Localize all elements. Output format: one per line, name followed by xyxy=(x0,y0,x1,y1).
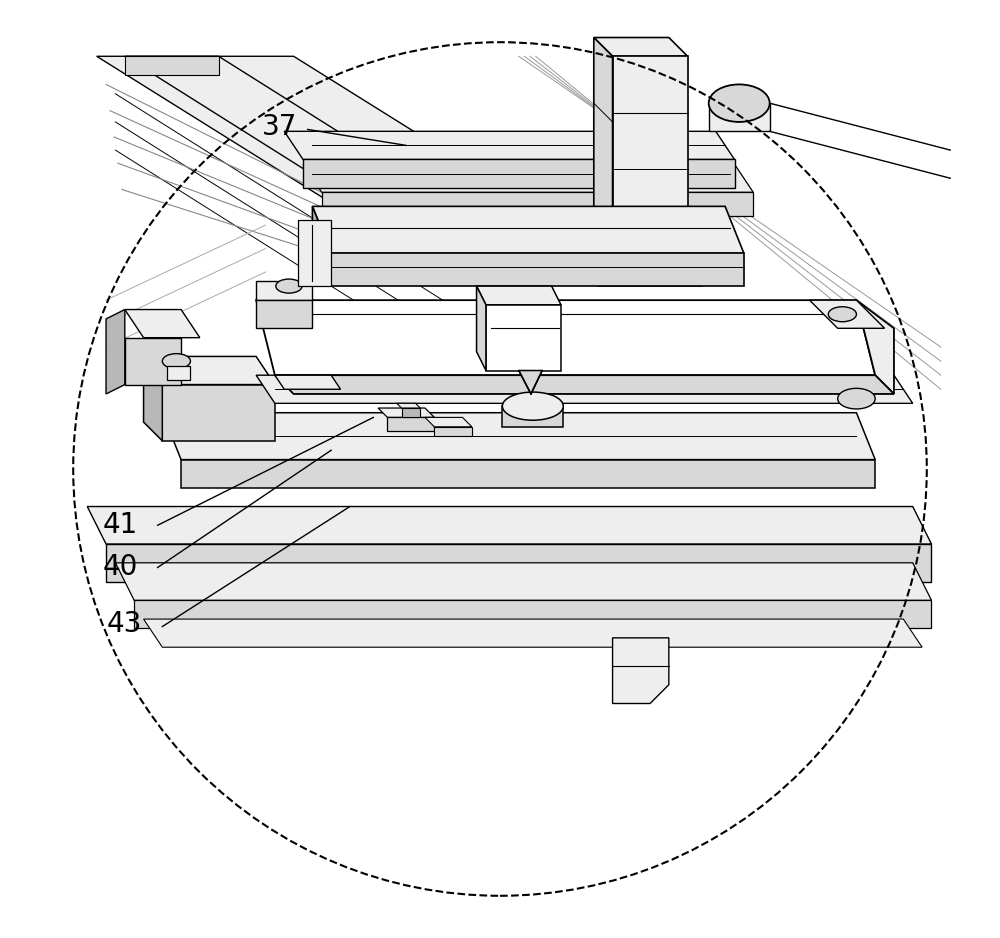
Polygon shape xyxy=(256,375,913,403)
Polygon shape xyxy=(256,281,312,300)
Polygon shape xyxy=(486,305,561,371)
Ellipse shape xyxy=(838,388,875,409)
Polygon shape xyxy=(709,103,770,131)
Polygon shape xyxy=(856,300,894,394)
Polygon shape xyxy=(97,56,594,244)
Polygon shape xyxy=(594,38,613,281)
Polygon shape xyxy=(134,600,931,628)
Polygon shape xyxy=(298,220,331,286)
Polygon shape xyxy=(402,408,420,417)
Ellipse shape xyxy=(709,84,770,122)
Polygon shape xyxy=(594,38,688,56)
Polygon shape xyxy=(810,300,885,328)
Polygon shape xyxy=(580,249,702,267)
Polygon shape xyxy=(303,159,735,188)
Polygon shape xyxy=(167,366,190,380)
Polygon shape xyxy=(125,56,472,216)
Polygon shape xyxy=(434,427,472,436)
Polygon shape xyxy=(275,375,341,389)
Polygon shape xyxy=(312,206,744,253)
Polygon shape xyxy=(106,310,125,394)
Polygon shape xyxy=(598,267,702,286)
Text: 41: 41 xyxy=(102,511,138,539)
Polygon shape xyxy=(613,56,688,281)
Polygon shape xyxy=(378,408,434,417)
Polygon shape xyxy=(613,638,669,704)
Polygon shape xyxy=(125,338,181,385)
Polygon shape xyxy=(312,206,331,286)
Polygon shape xyxy=(144,619,922,647)
Polygon shape xyxy=(331,253,744,286)
Polygon shape xyxy=(275,375,894,394)
Polygon shape xyxy=(162,356,275,385)
Polygon shape xyxy=(477,286,486,371)
Polygon shape xyxy=(125,310,200,338)
Polygon shape xyxy=(284,131,735,159)
Polygon shape xyxy=(322,192,753,216)
Polygon shape xyxy=(144,338,162,441)
Ellipse shape xyxy=(276,280,302,293)
Text: 43: 43 xyxy=(107,610,142,638)
Polygon shape xyxy=(477,286,561,305)
Polygon shape xyxy=(256,300,875,375)
Text: 37: 37 xyxy=(262,113,297,141)
Polygon shape xyxy=(502,406,563,427)
Polygon shape xyxy=(87,507,931,544)
Polygon shape xyxy=(397,403,420,408)
Polygon shape xyxy=(106,544,931,582)
Ellipse shape xyxy=(502,392,563,420)
Ellipse shape xyxy=(162,354,190,369)
Polygon shape xyxy=(425,417,472,427)
Polygon shape xyxy=(125,56,219,75)
Ellipse shape xyxy=(828,307,856,322)
Polygon shape xyxy=(181,460,875,488)
Polygon shape xyxy=(162,413,875,460)
Polygon shape xyxy=(387,417,434,431)
Polygon shape xyxy=(162,385,275,441)
Polygon shape xyxy=(519,371,542,394)
Text: 40: 40 xyxy=(102,553,138,582)
Polygon shape xyxy=(303,164,753,192)
Polygon shape xyxy=(115,563,931,600)
Polygon shape xyxy=(256,300,312,328)
